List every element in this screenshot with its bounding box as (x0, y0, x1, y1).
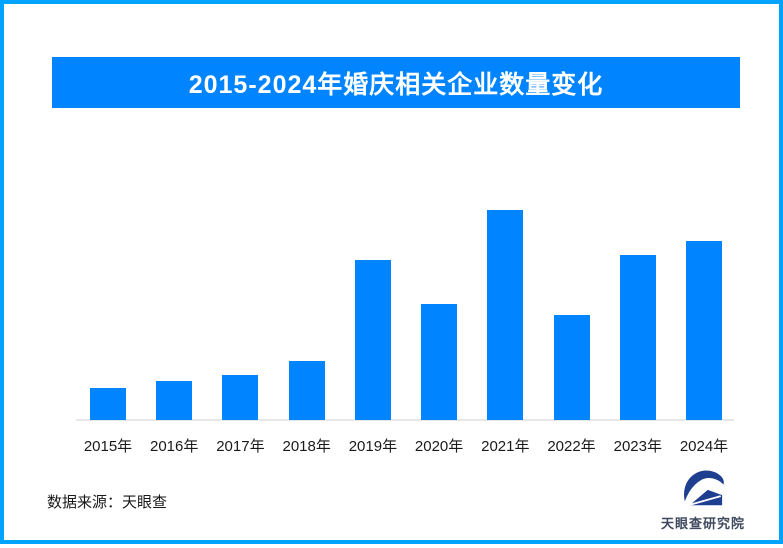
x-tick-label: 2024年 (679, 438, 729, 455)
x-axis-line (76, 419, 734, 421)
tianyancha-logo-text: 天眼查研究院 (660, 516, 745, 531)
bar-2023年 (619, 255, 656, 420)
bar-2021年 (487, 210, 524, 420)
bar-chart: 2015年 2016年 2017年 2018年 2019年 2020年 2021年 2022年… (4, 4, 783, 548)
x-tick-label: 2017年 (216, 438, 265, 455)
tianyancha-logo-icon (684, 470, 724, 506)
x-tick-label: 2023年 (613, 438, 662, 455)
x-tick-label: 2022年 (547, 438, 596, 455)
bar-2024年 (686, 241, 722, 420)
x-tick-label: 2015年 (83, 438, 133, 455)
bar-2018年 (288, 361, 325, 420)
x-tick-label: 2021年 (481, 438, 530, 455)
x-tick-label: 2016年 (150, 438, 199, 455)
bar-2016年 (156, 381, 193, 420)
bar-2015年 (90, 388, 126, 420)
x-tick-label: 2018年 (282, 438, 331, 455)
bar-2017年 (222, 375, 259, 420)
x-tick-label: 2020年 (414, 438, 464, 455)
chart-title-banner: 2015-2024年婚庆相关企业数量变化 (52, 57, 740, 108)
bar-2019年 (354, 260, 391, 420)
x-tick-label: 2019年 (348, 438, 398, 455)
bar-2022年 (553, 315, 590, 420)
bar-2020年 (421, 304, 458, 420)
tianyancha-logo: 天眼查研究院 (658, 466, 748, 532)
data-source-label: 数据来源：天眼查 (47, 494, 168, 511)
chart-title: 2015-2024年婚庆相关企业数量变化 (188, 70, 604, 99)
